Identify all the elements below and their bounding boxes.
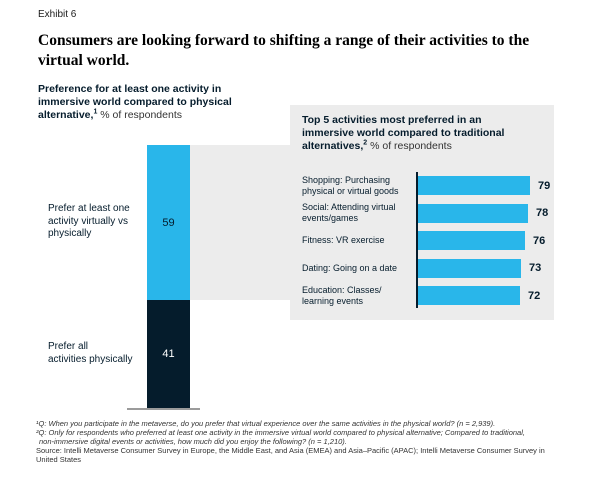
activity-bar: [416, 176, 530, 196]
activity-label: Social: Attending virtual events/games: [302, 202, 396, 224]
activity-bar: [416, 286, 520, 306]
activity-value: 72: [528, 289, 541, 302]
activity-label: Shopping: Purchasing physical or virtual…: [302, 174, 399, 196]
left-chart-heading-unit: % of respondents: [97, 109, 182, 121]
activity-value: 76: [533, 234, 546, 247]
segment-value: 41: [162, 348, 175, 360]
activity-row: Education: Classes/ learning events 72: [302, 282, 550, 310]
left-chart-heading: Preference for at least one activity in …: [38, 83, 273, 122]
panel-heading-unit: % of respondents: [367, 140, 452, 152]
activity-bar: [416, 258, 521, 278]
footnotes: ¹Q: When you participate in the metavers…: [36, 419, 588, 464]
activity-row: Social: Attending virtual events/games 78: [302, 200, 550, 228]
source-line: Source: Intelli Metaverse Consumer Surve…: [36, 446, 545, 464]
bar-baseline: [127, 408, 200, 410]
left-chart-heading-bold: Preference for at least one activity in …: [38, 83, 232, 121]
bar-segment-0: 59: [147, 145, 190, 300]
activity-value: 79: [538, 179, 551, 192]
activity-row: Fitness: VR exercise 76: [302, 227, 550, 255]
activity-value: 78: [536, 207, 549, 220]
activity-value: 73: [529, 262, 542, 275]
activity-bar: [416, 203, 528, 223]
activity-label: Education: Classes/ learning events: [302, 284, 382, 306]
segment-label-physical: Prefer all activities physically: [48, 341, 133, 365]
activity-label: Fitness: VR exercise: [302, 235, 385, 246]
page-title: Consumers are looking forward to shiftin…: [38, 32, 530, 69]
exhibit-label: Exhibit 6: [38, 9, 77, 20]
segment-value: 59: [162, 216, 175, 229]
activity-row: Dating: Going on a date 73: [302, 255, 550, 283]
stacked-bar: 59 41: [147, 145, 190, 408]
panel-heading: Top 5 activities most preferred in an im…: [290, 105, 554, 153]
connector-band: [190, 145, 294, 300]
bar-axis-line: [416, 172, 418, 308]
activity-row: Shopping: Purchasing physical or virtual…: [302, 172, 550, 200]
footnote-marker-2: 2: [363, 139, 368, 147]
activity-bar: [416, 231, 525, 251]
footnote-2: ²Q: Only for respondents who preferred a…: [36, 428, 525, 446]
activities-rows: Shopping: Purchasing physical or virtual…: [302, 172, 550, 310]
panel-heading-bold: Top 5 activities most preferred in an im…: [302, 114, 505, 152]
bar-segment-1: 41: [147, 300, 190, 408]
activity-label: Dating: Going on a date: [302, 262, 398, 273]
footnote-marker-1: 1: [93, 108, 98, 116]
top-activities-panel: Top 5 activities most preferred in an im…: [290, 105, 554, 320]
segment-label-virtual: Prefer at least one activity virtually v…: [48, 203, 130, 239]
footnote-1: ¹Q: When you participate in the metavers…: [36, 419, 496, 428]
